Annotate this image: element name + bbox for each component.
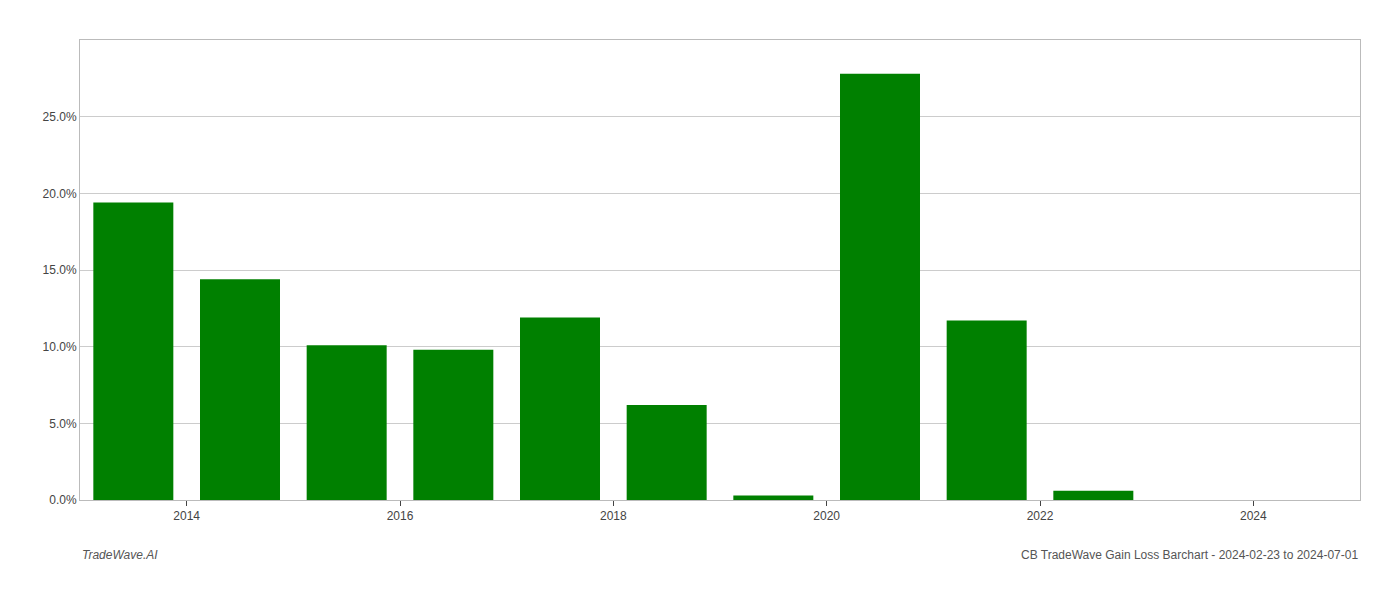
svg-text:2022: 2022 — [1027, 509, 1054, 523]
svg-text:TradeWave.AI: TradeWave.AI — [82, 548, 158, 562]
svg-text:2018: 2018 — [600, 509, 627, 523]
svg-text:2024: 2024 — [1240, 509, 1267, 523]
svg-text:2014: 2014 — [173, 509, 200, 523]
svg-text:15.0%: 15.0% — [43, 263, 77, 277]
svg-text:20.0%: 20.0% — [43, 187, 77, 201]
svg-text:2020: 2020 — [813, 509, 840, 523]
svg-text:10.0%: 10.0% — [43, 340, 77, 354]
svg-text:25.0%: 25.0% — [43, 110, 77, 124]
svg-text:2016: 2016 — [387, 509, 414, 523]
svg-text:0.0%: 0.0% — [49, 493, 77, 507]
svg-text:5.0%: 5.0% — [49, 417, 77, 431]
svg-text:CB TradeWave Gain Loss Barchar: CB TradeWave Gain Loss Barchart - 2024-0… — [1021, 548, 1358, 562]
